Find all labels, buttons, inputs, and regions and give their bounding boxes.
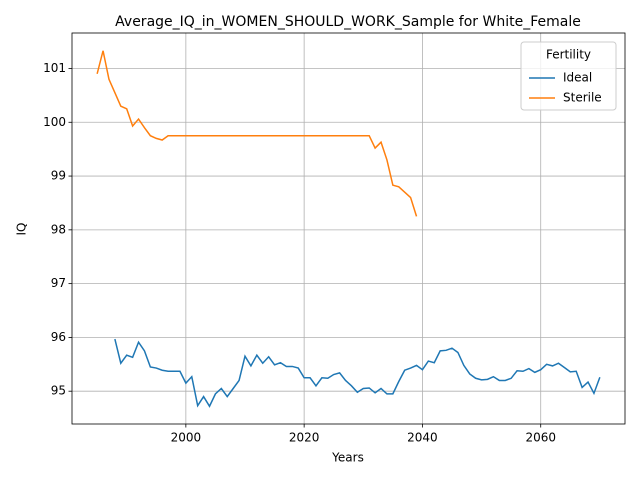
y-tick-label: 96 xyxy=(51,330,66,344)
chart-title: Average_IQ_in_WOMEN_SHOULD_WORK_Sample f… xyxy=(115,14,581,30)
y-tick-label: 99 xyxy=(51,169,66,183)
y-axis-label: IQ xyxy=(15,223,29,236)
y-tick-label: 100 xyxy=(43,115,66,129)
legend-title: Fertility xyxy=(546,48,591,62)
x-axis-label: Years xyxy=(331,451,364,465)
x-tick-label: 2040 xyxy=(407,431,438,445)
y-tick-label: 95 xyxy=(51,384,66,398)
y-tick-label: 101 xyxy=(43,61,66,75)
y-tick-label: 98 xyxy=(51,222,66,236)
y-tick-label: 97 xyxy=(51,276,66,290)
line-series xyxy=(114,338,601,408)
legend-label: Ideal xyxy=(563,71,592,85)
x-tick-label: 2000 xyxy=(171,431,202,445)
plot-frame xyxy=(71,32,626,425)
line-series xyxy=(96,50,418,217)
legend-box xyxy=(520,41,617,111)
x-tick-label: 2060 xyxy=(525,431,556,445)
legend-label: Sterile xyxy=(563,91,602,105)
x-tick-label: 2020 xyxy=(289,431,320,445)
